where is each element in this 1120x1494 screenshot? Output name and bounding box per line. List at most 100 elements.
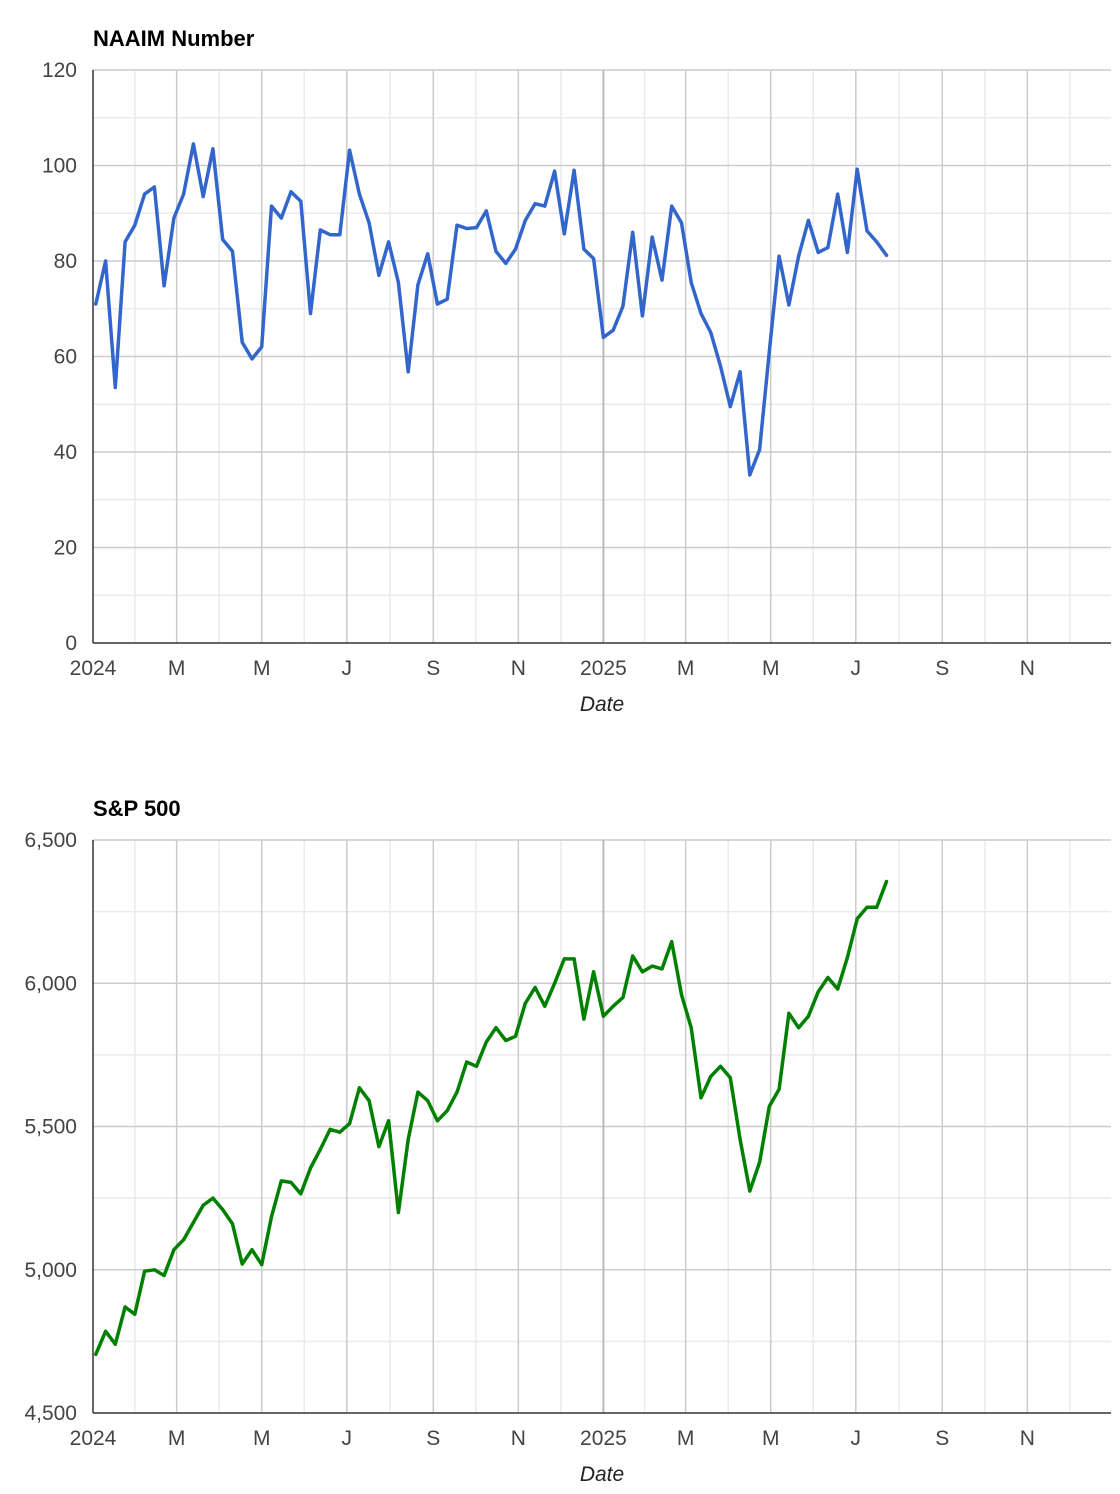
data-point — [592, 970, 596, 974]
data-point — [689, 1026, 693, 1030]
data-point — [777, 254, 781, 258]
x-tick-label: 2025 — [580, 657, 627, 680]
data-point — [240, 1262, 244, 1266]
data-point — [182, 1238, 186, 1242]
data-point — [465, 1060, 469, 1064]
data-point — [650, 964, 654, 968]
data-point — [435, 1119, 439, 1123]
axes: 4,500 5,000 5,500 6,000 6,500 2024 M M J S N 2025 M M… — [24, 829, 1111, 1450]
series-line — [94, 879, 889, 1357]
data-point — [640, 314, 645, 318]
data-point — [592, 257, 596, 261]
data-point — [718, 1064, 723, 1068]
data-point — [143, 192, 147, 196]
data-point — [767, 350, 771, 354]
data-point — [679, 993, 684, 997]
x-tick-label: M — [253, 657, 271, 680]
data-point — [582, 247, 586, 251]
data-point — [504, 1038, 508, 1043]
data-point — [611, 1004, 615, 1008]
data-point — [240, 340, 244, 344]
data-point — [445, 297, 449, 301]
data-point — [572, 957, 576, 961]
x-tick-label: M — [762, 1427, 780, 1450]
data-point — [699, 1096, 703, 1100]
data-point — [875, 905, 879, 909]
y-tick-label: 4,500 — [24, 1402, 77, 1425]
data-point — [455, 223, 459, 227]
data-point — [494, 1026, 498, 1030]
data-point — [260, 1263, 264, 1267]
data-point — [562, 232, 566, 236]
data-point — [553, 169, 557, 173]
y-tick-label: 6,000 — [24, 972, 77, 995]
data-point — [679, 221, 684, 225]
data-point — [133, 1312, 137, 1316]
series-line — [94, 142, 889, 477]
data-point — [582, 1017, 586, 1021]
data-point — [152, 185, 156, 189]
x-tick-label: 2024 — [70, 1427, 117, 1450]
data-point — [533, 202, 537, 206]
data-point — [406, 370, 410, 374]
data-point — [269, 1215, 274, 1219]
data-point — [845, 250, 850, 254]
data-point — [308, 1166, 313, 1170]
data-point — [250, 357, 254, 361]
data-point — [728, 1076, 732, 1080]
data-point — [572, 168, 576, 172]
data-point — [601, 335, 606, 339]
data-point — [660, 967, 664, 971]
x-axis-label: Date — [580, 693, 624, 716]
data-points — [94, 142, 889, 477]
data-point — [191, 1220, 195, 1225]
data-point — [94, 1352, 98, 1356]
data-point — [504, 261, 508, 265]
data-point — [631, 954, 635, 958]
data-point — [513, 1034, 518, 1038]
data-point — [689, 280, 693, 285]
data-point — [884, 879, 889, 884]
data-point — [250, 1248, 254, 1252]
data-point — [484, 209, 488, 213]
data-point — [172, 1248, 176, 1252]
data-point — [338, 1130, 342, 1134]
data-point — [104, 259, 108, 263]
data-point — [728, 405, 732, 409]
data-point — [748, 1189, 752, 1193]
data-point — [426, 252, 430, 256]
x-tick-label: J — [342, 1427, 353, 1450]
naaim-chart: NAAIM Number 0 20 40 60 80 100 120 2024 M M J S N 202… — [42, 26, 1111, 716]
data-point — [660, 278, 664, 282]
data-point — [738, 1137, 742, 1141]
data-point — [406, 1137, 410, 1141]
data-point — [367, 1099, 371, 1103]
y-tick-label: 100 — [42, 155, 77, 178]
data-point — [416, 1090, 420, 1094]
data-point — [113, 385, 117, 390]
data-point — [797, 1026, 801, 1030]
data-point — [455, 1090, 459, 1094]
y-tick-label: 5,000 — [24, 1259, 77, 1282]
y-tick-label: 60 — [54, 346, 77, 369]
axes: 0 20 40 60 80 100 120 2024 M M J S N 2025 M M J S N — [42, 59, 1111, 680]
data-point — [474, 226, 479, 230]
data-point — [143, 1269, 147, 1273]
data-point — [816, 250, 820, 254]
data-point — [416, 283, 420, 287]
data-point — [826, 246, 830, 250]
data-point — [387, 240, 391, 244]
x-tick-label: N — [1020, 657, 1035, 680]
x-axis-label: Date — [580, 1463, 624, 1486]
data-point — [104, 1329, 108, 1333]
x-tick-label: J — [851, 1427, 862, 1450]
data-point — [777, 1087, 781, 1091]
data-point — [426, 1099, 430, 1103]
data-point — [328, 233, 332, 237]
data-point — [172, 216, 176, 220]
y-tick-label: 6,500 — [24, 829, 77, 852]
x-tick-label: S — [426, 1427, 440, 1450]
data-point — [621, 996, 625, 1000]
data-point — [269, 204, 274, 208]
data-point — [758, 448, 762, 452]
